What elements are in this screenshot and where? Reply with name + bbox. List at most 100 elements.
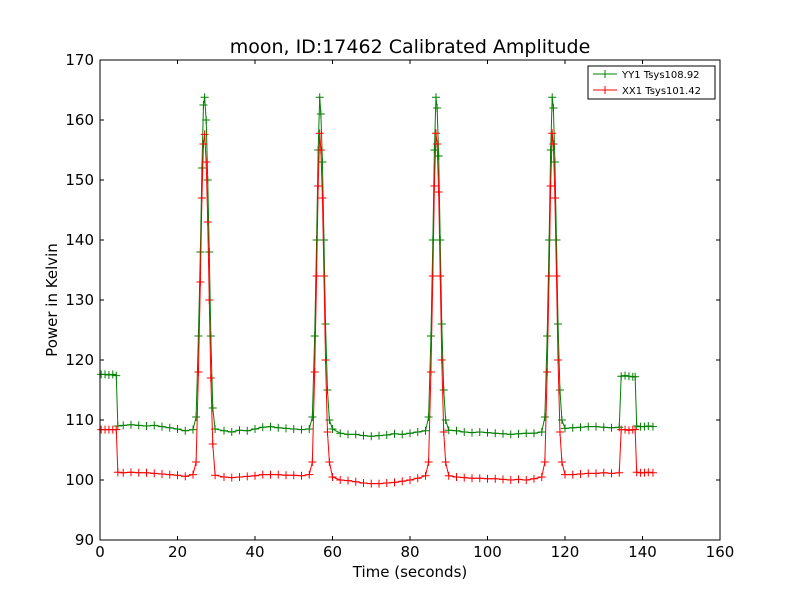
data-point <box>452 426 461 435</box>
data-point <box>546 182 555 190</box>
x-tick-label: 120 <box>551 543 580 561</box>
data-point <box>315 93 324 102</box>
data-point <box>127 468 135 477</box>
data-point <box>316 146 325 154</box>
data-point <box>599 423 608 432</box>
data-point <box>468 474 476 483</box>
data-point <box>196 278 205 286</box>
data-point <box>319 236 328 244</box>
data-point <box>537 473 546 481</box>
data-point <box>314 182 323 190</box>
data-point <box>537 428 546 436</box>
data-point <box>640 468 649 477</box>
data-point <box>632 422 641 430</box>
data-point <box>543 368 552 376</box>
y-tick-label: 150 <box>65 171 94 189</box>
data-point <box>206 332 215 340</box>
x-tick-label: 40 <box>245 543 264 561</box>
data-point <box>644 468 653 477</box>
data-point <box>561 424 569 433</box>
data-point <box>426 368 435 376</box>
data-point <box>439 428 448 436</box>
data-point <box>205 248 214 256</box>
data-point <box>483 474 492 483</box>
data-point <box>506 476 515 484</box>
data-point <box>632 468 641 477</box>
data-point <box>552 236 561 244</box>
data-point <box>243 426 252 435</box>
data-point <box>413 474 422 483</box>
x-tick-label: 60 <box>323 543 342 561</box>
data-point <box>437 320 446 328</box>
data-point <box>430 182 439 190</box>
data-point <box>554 356 563 364</box>
data-point <box>243 472 252 481</box>
y-tick-label: 90 <box>75 531 94 549</box>
data-point <box>514 475 523 484</box>
series-0 <box>97 93 657 441</box>
x-tick-label: 140 <box>628 543 657 561</box>
data-point <box>266 422 275 431</box>
data-point <box>475 428 484 436</box>
data-point <box>318 194 327 202</box>
y-tick-label: 110 <box>65 411 94 429</box>
data-point <box>203 176 212 184</box>
x-tick-label: 80 <box>400 543 419 561</box>
data-point <box>499 475 507 484</box>
x-tick-label: 160 <box>706 543 735 561</box>
data-point <box>351 477 360 486</box>
data-point <box>506 430 515 439</box>
data-point <box>434 188 443 196</box>
data-point <box>624 372 633 381</box>
data-point <box>617 372 626 381</box>
data-point <box>549 140 558 148</box>
data-point <box>545 272 554 280</box>
data-point <box>211 471 220 480</box>
data-point <box>134 468 143 477</box>
data-point <box>258 423 267 432</box>
data-point <box>555 386 564 394</box>
x-tick-label: 100 <box>473 543 502 561</box>
x-axis-label: Time (seconds) <box>352 563 468 581</box>
data-point <box>382 479 391 487</box>
y-tick-label: 170 <box>65 51 94 69</box>
data-point <box>227 473 236 482</box>
data-point <box>552 272 561 280</box>
legend-marker <box>601 70 609 78</box>
data-point <box>375 479 383 488</box>
plot-background <box>100 60 720 540</box>
data-point <box>433 140 442 148</box>
data-point <box>631 425 640 434</box>
data-point <box>550 194 559 202</box>
data-point <box>584 469 593 478</box>
data-point <box>460 473 469 482</box>
data-point <box>648 422 657 431</box>
data-point <box>227 428 236 436</box>
data-point <box>398 477 407 486</box>
data-point <box>220 426 228 435</box>
data-point <box>359 431 368 440</box>
legend-entry-1: XX1 Tsys101.42 <box>593 86 701 97</box>
data-point <box>576 470 585 478</box>
data-point <box>624 426 633 435</box>
data-point <box>367 432 376 441</box>
data-point <box>319 272 328 280</box>
data-point <box>437 356 446 364</box>
data-point <box>607 423 616 432</box>
data-point <box>621 371 630 380</box>
data-point <box>251 425 259 433</box>
data-point <box>428 272 437 280</box>
data-point <box>150 421 159 430</box>
data-point <box>310 368 319 376</box>
data-point <box>318 158 327 166</box>
data-point <box>323 386 332 394</box>
data-point <box>192 413 201 421</box>
y-tick-label: 120 <box>65 351 94 369</box>
data-point <box>192 458 201 466</box>
data-point <box>640 422 649 431</box>
data-point <box>568 423 577 432</box>
data-point <box>592 422 600 431</box>
data-point <box>344 430 352 439</box>
data-point <box>315 129 324 138</box>
data-point <box>282 471 290 480</box>
